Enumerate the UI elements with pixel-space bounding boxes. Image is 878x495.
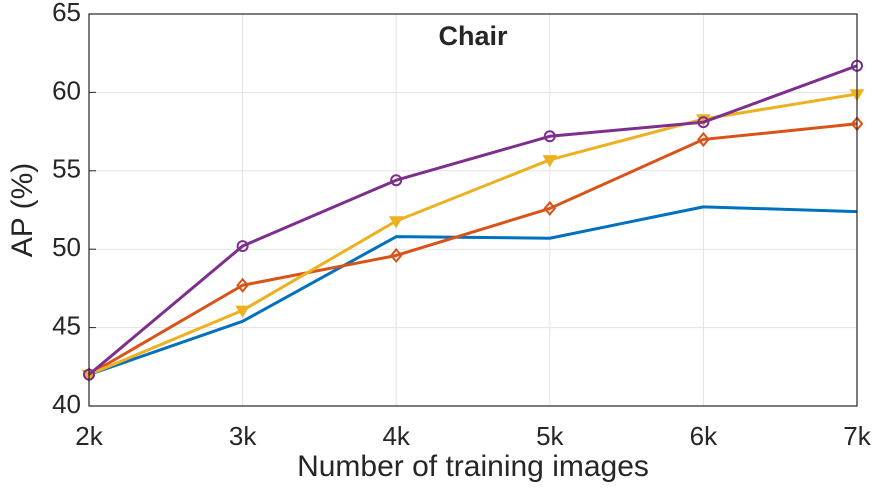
- series-line: [88, 122, 858, 376]
- x-tick-label: 6k: [690, 421, 718, 451]
- marker: [235, 305, 250, 318]
- x-tick-label: 4k: [382, 421, 410, 451]
- marker: [543, 200, 557, 216]
- x-tick-label: 2k: [75, 421, 103, 451]
- marks: [81, 59, 865, 383]
- marker: [390, 174, 403, 187]
- y-tick-label: 45: [52, 310, 81, 340]
- marker: [236, 277, 249, 293]
- axes-box: [88, 13, 858, 407]
- marker: [543, 130, 556, 143]
- y-tick-label: 40: [52, 389, 81, 419]
- marker: [388, 216, 404, 229]
- y-tick-label: 60: [52, 75, 81, 105]
- y-axis-label: AP (%): [6, 163, 39, 257]
- y-tick-label: 50: [52, 232, 81, 262]
- y-tick-label: 65: [52, 0, 81, 27]
- marker: [697, 131, 710, 148]
- x-tick-label: 3k: [229, 421, 257, 451]
- marker: [542, 155, 558, 168]
- series-line: [88, 205, 858, 377]
- series-line: [88, 92, 858, 377]
- marker: [697, 116, 710, 129]
- chart-title: Chair: [438, 21, 508, 51]
- x-tick-label: 5k: [536, 421, 564, 451]
- marker: [236, 240, 249, 253]
- x-axis-label: Number of training images: [297, 450, 649, 483]
- x-tick-label: 7k: [843, 421, 871, 451]
- y-tick-label: 55: [52, 154, 81, 184]
- plot-area: [89, 14, 857, 406]
- series-line: [88, 64, 858, 376]
- marker: [389, 247, 403, 264]
